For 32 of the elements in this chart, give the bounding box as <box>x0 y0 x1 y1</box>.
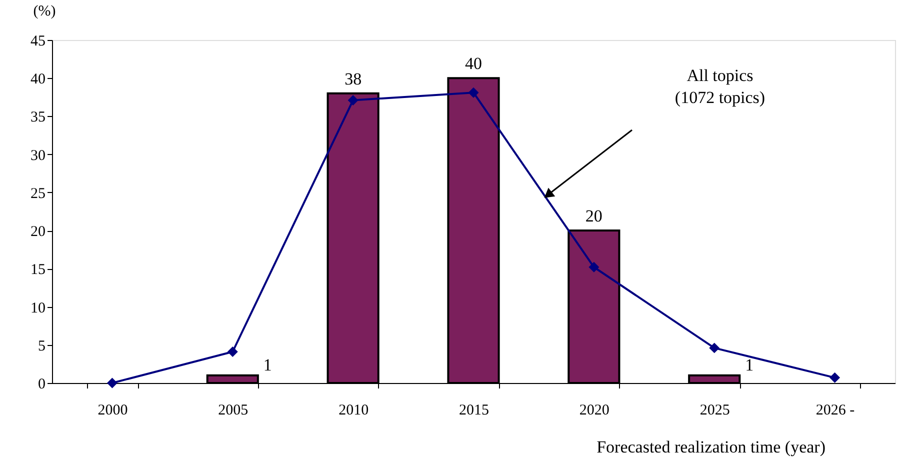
data-label: 38 <box>344 69 362 88</box>
x-axis-title: Forecasted realization time (year) <box>596 438 826 456</box>
point <box>468 87 479 98</box>
y-tick-label: 10 <box>30 300 46 316</box>
y-axis-title: (%) <box>33 4 56 20</box>
x-tick-label: 2005 <box>218 402 248 418</box>
annotation: All topics (1072 topics) <box>674 66 766 107</box>
y-tick-label: 30 <box>30 148 46 164</box>
data-label: 20 <box>585 206 602 226</box>
data-label: 1 <box>745 355 754 374</box>
y-tick-label: 25 <box>30 186 46 202</box>
y-tick-label: 5 <box>38 338 46 354</box>
point <box>227 346 238 357</box>
data-label: 1 <box>263 355 272 374</box>
x-tick-label: 2015 <box>459 402 489 418</box>
y-tick-label: 0 <box>38 376 46 392</box>
x-tick-label: 2026 - <box>816 402 855 418</box>
x-tick-label: 2020 <box>579 402 610 418</box>
point <box>588 262 600 272</box>
point <box>709 342 720 354</box>
x-tick-label: 2000 <box>98 402 128 418</box>
point <box>830 372 840 383</box>
y-tick-label: 20 <box>30 224 46 240</box>
x-tick-label: 2010 <box>338 402 369 418</box>
x-tick-label: 2025 <box>700 402 730 418</box>
point <box>106 378 118 388</box>
y-tick-label: 40 <box>30 72 46 88</box>
y-tick-label: 45 <box>30 34 46 50</box>
data-label: 40 <box>465 54 482 74</box>
y-tick-label: 15 <box>30 262 46 278</box>
point <box>348 94 358 106</box>
y-tick-label: 35 <box>30 110 46 126</box>
